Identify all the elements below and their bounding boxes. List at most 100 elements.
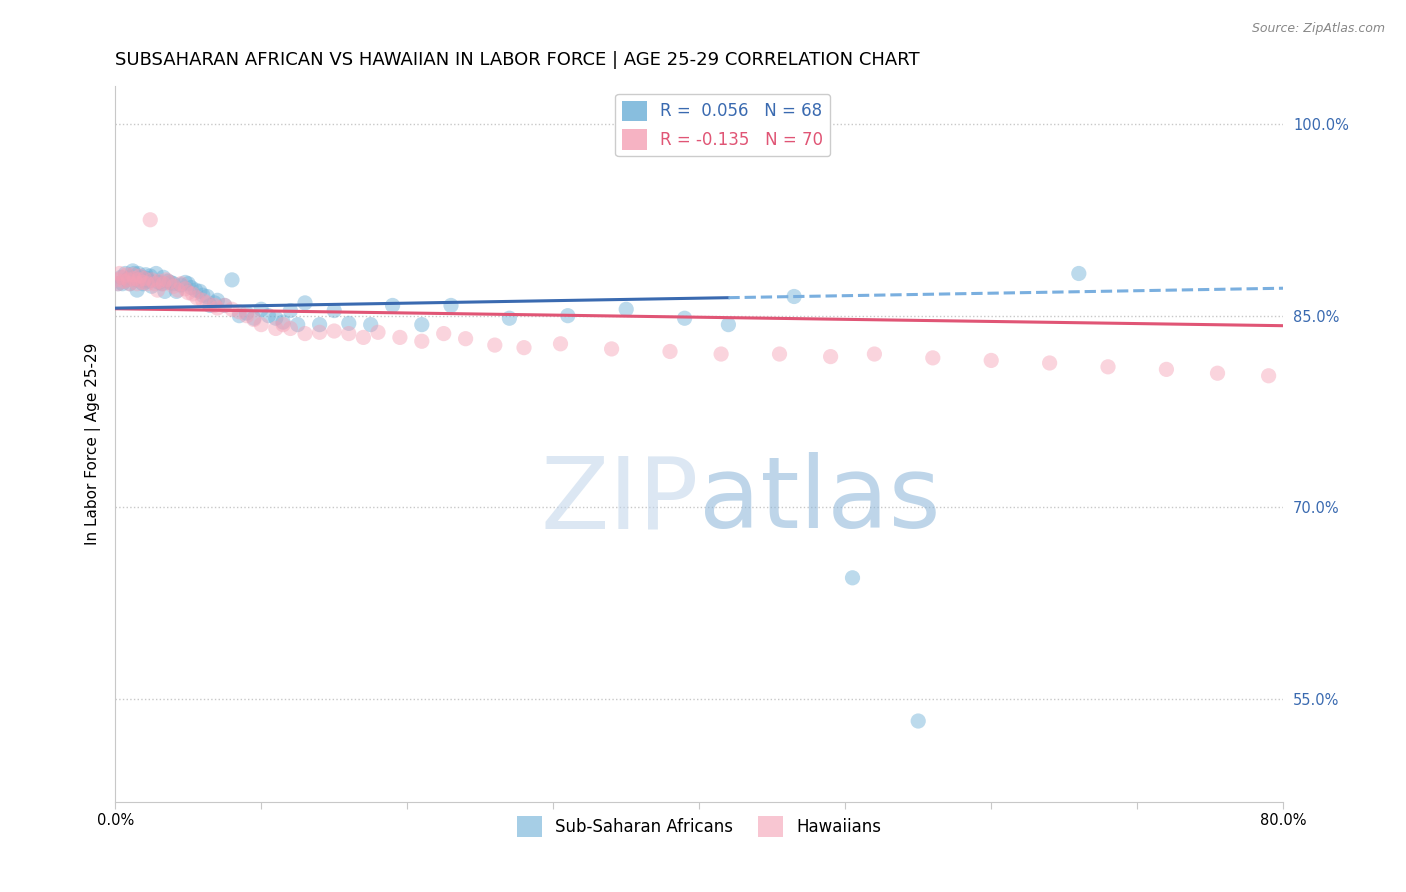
Point [550,336,572,351]
Point [148,274,170,288]
Point [127,283,149,297]
Point [820,350,842,364]
Point [157,276,180,290]
Point [980,353,1002,368]
Point [557,309,579,323]
Point [1156,362,1178,376]
Point [264,321,287,335]
Point [114,267,136,281]
Point [337,326,360,341]
Point [243,311,266,326]
Point [235,306,257,320]
Text: Source: ZipAtlas.com: Source: ZipAtlas.com [1251,22,1385,36]
Point [600,342,623,356]
Point [411,334,433,349]
Point [180,280,202,294]
Point [214,298,236,312]
Point [323,303,346,318]
Point [204,298,226,312]
Point [207,293,229,308]
Point [214,298,236,312]
Point [243,312,266,326]
Point [136,271,159,285]
Point [411,318,433,332]
Point [294,296,316,310]
Point [174,276,197,290]
Point [1039,356,1062,370]
Point [221,302,243,317]
Point [107,277,129,291]
Point [863,347,886,361]
Point [186,291,208,305]
Point [177,277,200,291]
Point [191,293,214,308]
Point [1257,368,1279,383]
Point [235,309,257,323]
Point [659,344,682,359]
Point [105,273,128,287]
Point [139,268,162,283]
Point [141,279,163,293]
Point [143,277,166,291]
Point [131,270,153,285]
Point [221,273,243,287]
Point [150,277,173,291]
Point [454,332,477,346]
Point [136,277,159,291]
Point [352,330,374,344]
Point [710,347,733,361]
Point [110,270,132,285]
Point [280,321,302,335]
Point [115,268,138,282]
Point [228,309,250,323]
Point [484,338,506,352]
Point [134,271,156,285]
Point [139,212,162,227]
Point [152,277,174,291]
Point [513,341,536,355]
Point [191,288,214,302]
Point [250,302,273,317]
Legend: Sub-Saharan Africans, Hawaiians: Sub-Saharan Africans, Hawaiians [510,810,889,843]
Point [287,318,309,332]
Point [167,283,190,297]
Point [118,277,141,291]
Point [121,264,143,278]
Point [280,303,302,318]
Point [170,277,193,292]
Point [308,326,330,340]
Point [107,277,129,291]
Point [184,283,207,297]
Point [195,296,218,310]
Point [614,302,637,317]
Point [198,298,221,312]
Point [717,318,740,332]
Point [440,298,463,312]
Point [921,351,943,365]
Point [111,277,134,291]
Point [264,311,287,326]
Point [498,311,520,326]
Text: atlas: atlas [699,452,941,549]
Point [188,285,211,299]
Point [1206,366,1229,380]
Point [121,268,143,282]
Point [118,277,141,291]
Point [127,273,149,287]
Point [204,296,226,310]
Point [117,273,139,287]
Point [159,276,181,290]
Point [388,330,411,344]
Text: ZIP: ZIP [541,452,699,549]
Point [122,267,145,281]
Point [367,326,389,340]
Point [129,268,152,283]
Point [381,298,404,312]
Point [181,287,204,301]
Point [156,274,179,288]
Point [112,274,135,288]
Point [294,326,316,341]
Point [153,285,176,299]
Point [162,277,184,291]
Point [271,318,294,332]
